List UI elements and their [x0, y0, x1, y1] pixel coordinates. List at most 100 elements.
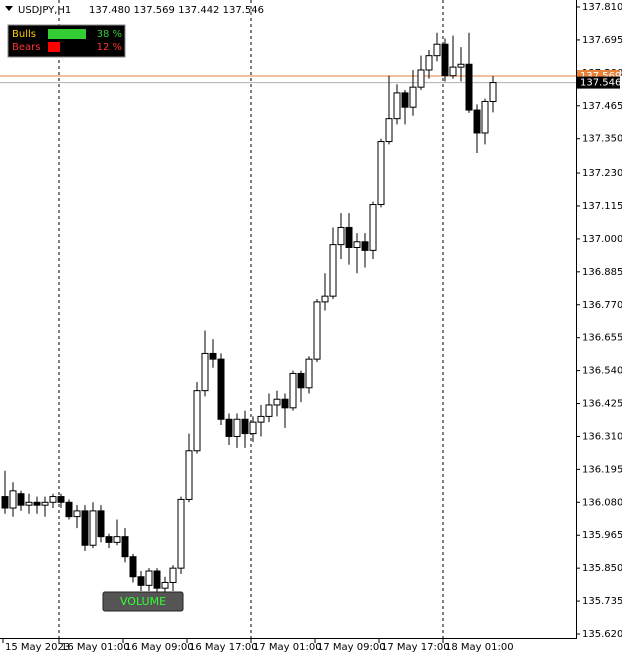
- y-tick-label: 136.425: [582, 399, 622, 410]
- indicator-value: 38 %: [97, 29, 122, 40]
- y-tick-label: 136.310: [582, 431, 622, 442]
- y-tick-label: 136.080: [582, 497, 622, 508]
- candle-body: [161, 581, 169, 589]
- price-label: 137.569: [580, 71, 621, 82]
- y-tick-label: 136.195: [582, 464, 622, 475]
- candle-body: [417, 69, 425, 88]
- y-tick-label: 137.000: [582, 234, 622, 245]
- candle-body: [225, 418, 233, 437]
- x-tick-label: 17 May 09:00: [317, 642, 386, 653]
- candle-body: [25, 501, 33, 506]
- candle-body: [481, 100, 489, 134]
- candle-body: [65, 501, 73, 518]
- volume-button[interactable]: [102, 591, 184, 612]
- candle-body: [129, 556, 137, 578]
- price-label-box: [577, 76, 620, 89]
- y-tick-label: 137.810: [582, 2, 622, 13]
- y-tick-label: 135.965: [582, 530, 622, 541]
- candle-body: [233, 418, 241, 437]
- candle-body: [321, 295, 329, 303]
- x-tick-label: 17 May 17:00: [381, 642, 450, 653]
- candle-body: [353, 241, 361, 248]
- candle-body: [1, 496, 9, 509]
- candle-body: [425, 55, 433, 71]
- candle-body: [337, 226, 345, 246]
- candle-body: [73, 510, 81, 518]
- y-tick-label: 137.230: [582, 168, 622, 179]
- y-tick-label: 136.540: [582, 366, 622, 377]
- candle-body: [489, 82, 497, 102]
- indicator-name: Bears: [12, 42, 40, 53]
- y-tick-label: 135.735: [582, 596, 622, 607]
- candle-body: [121, 536, 129, 558]
- x-tick-label: 16 May 09:00: [125, 642, 194, 653]
- candle-body: [81, 510, 89, 546]
- candle-body: [137, 576, 145, 586]
- candle-body: [217, 358, 225, 420]
- y-tick-label: 136.770: [582, 300, 622, 311]
- candle-body: [145, 570, 153, 586]
- chart-title: USDJPY,H1: [18, 5, 71, 16]
- candle-body: [377, 141, 385, 206]
- candle-body: [361, 241, 369, 251]
- candle-body: [89, 510, 97, 546]
- candle-body: [273, 398, 281, 406]
- candle-body: [33, 501, 41, 506]
- x-tick-label: 16 May 01:00: [61, 642, 130, 653]
- candle-body: [241, 418, 249, 435]
- candle-body: [465, 63, 473, 111]
- candle-body: [297, 372, 305, 389]
- ohlc-text: 137.480 137.569 137.442 137.546: [89, 5, 264, 16]
- candle-body: [9, 490, 17, 509]
- candle-body: [401, 92, 409, 108]
- candle-body: [209, 352, 217, 360]
- candle-body: [169, 567, 177, 583]
- y-tick-label: 137.695: [582, 35, 622, 46]
- candle-body: [281, 398, 289, 409]
- indicator-bar: [48, 29, 86, 39]
- candle-body: [193, 390, 201, 452]
- candle-body: [313, 301, 321, 360]
- menu-arrow[interactable]: [5, 6, 13, 11]
- candle-body: [289, 372, 297, 409]
- candle-body: [57, 496, 65, 503]
- indicator-value: 12 %: [97, 42, 122, 53]
- candle-body: [473, 109, 481, 134]
- x-tick-label: 16 May 17:00: [189, 642, 258, 653]
- indicator-name: Bulls: [12, 29, 36, 40]
- candle-body: [265, 404, 273, 417]
- candle-body: [409, 86, 417, 108]
- candle-body: [97, 510, 105, 538]
- x-tick-label: 17 May 01:00: [253, 642, 322, 653]
- candle-body: [249, 421, 257, 435]
- candle-body: [257, 415, 265, 423]
- overlay: USDJPY,H1 137.480 137.569 137.442 137.54…: [5, 5, 264, 612]
- indicator-bar: [48, 42, 60, 52]
- candle-body: [457, 63, 465, 68]
- y-tick-label: 136.885: [582, 267, 622, 278]
- candle-body: [329, 244, 337, 297]
- candle-body: [305, 358, 313, 389]
- candle-body: [177, 498, 185, 569]
- candle-body: [113, 536, 121, 543]
- y-tick-label: 137.350: [582, 134, 622, 145]
- y-tick-label: 137.465: [582, 101, 622, 112]
- candle-body: [385, 118, 393, 143]
- volume-button-label[interactable]: VOLUME: [120, 595, 166, 608]
- x-tick-label: 18 May 01:00: [445, 642, 514, 653]
- y-tick-label: 135.850: [582, 563, 622, 574]
- candle-body: [105, 536, 113, 543]
- candle-body: [369, 204, 377, 251]
- candle-body: [201, 352, 209, 392]
- candle-body: [449, 66, 457, 77]
- candle-body: [49, 496, 57, 503]
- x-tick-label: 15 May 2023: [5, 642, 70, 653]
- candle-body: [17, 493, 25, 506]
- y-tick-label: 137.115: [582, 201, 622, 212]
- y-tick-label: 135.620: [582, 629, 622, 640]
- candle-body: [185, 450, 193, 500]
- candle-body: [441, 43, 449, 77]
- candle-body: [345, 226, 353, 248]
